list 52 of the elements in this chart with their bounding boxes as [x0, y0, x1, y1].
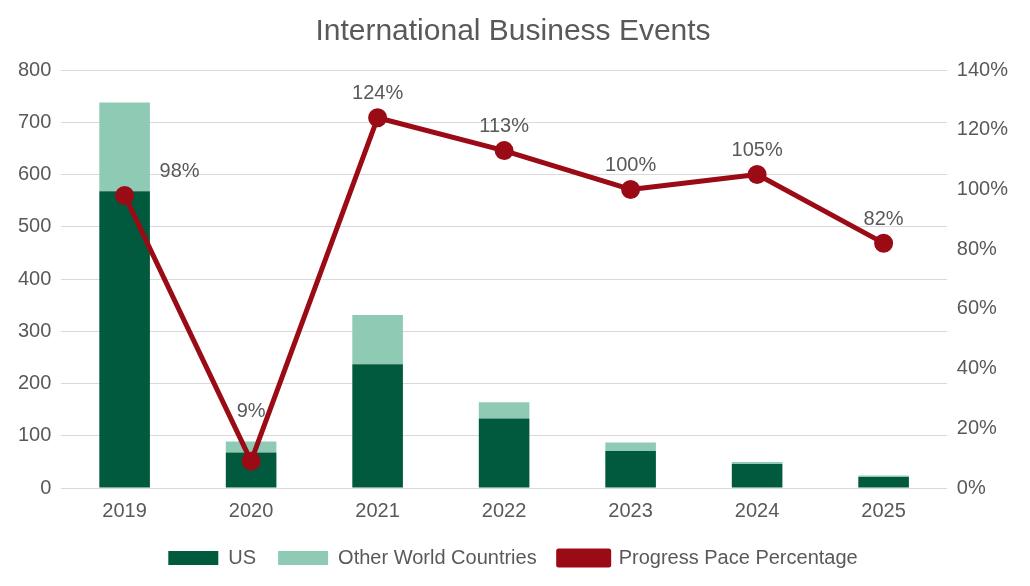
legend-label: Progress Pace Percentage	[618, 545, 858, 568]
data-label: 82%	[863, 206, 904, 229]
x-tick-label: 2022	[481, 498, 527, 521]
y-tick-label: 0	[40, 475, 52, 498]
y-tick-label: 500	[17, 214, 52, 237]
bar	[478, 418, 530, 488]
point	[747, 165, 767, 184]
data-label: 113%	[479, 114, 530, 137]
data-label: 105%	[731, 138, 783, 161]
y2-tick-label: 140%	[956, 57, 1009, 80]
point	[874, 233, 894, 253]
chart-title: International Business Events	[315, 13, 711, 47]
x-tick-label: 2023	[608, 498, 653, 521]
bar	[605, 450, 656, 488]
y2-tick-label: 120%	[956, 117, 1009, 140]
y2-tick-label: 20%	[956, 415, 998, 438]
legend-label: Other World Countries	[338, 545, 537, 568]
y2-tick-label: 0%	[956, 475, 986, 498]
bar	[605, 442, 656, 451]
x-tick-label: 2025	[861, 498, 906, 521]
y2-tick-label: 40%	[956, 356, 998, 379]
bar	[99, 102, 150, 192]
data-label: 100%	[605, 152, 657, 175]
data-label: 124%	[352, 81, 404, 104]
legend-label: US	[228, 545, 257, 568]
point	[494, 141, 514, 161]
bar	[352, 364, 403, 488]
bar	[99, 191, 150, 488]
y2-tick-label: 80%	[956, 236, 998, 259]
data-label: 98%	[159, 158, 200, 181]
bar	[731, 461, 783, 464]
y-tick-label: 300	[17, 318, 52, 341]
point	[115, 185, 135, 205]
point	[621, 179, 641, 199]
y2-tick-label: 100%	[956, 176, 1009, 199]
bar	[478, 402, 530, 419]
y-tick-label: 600	[17, 162, 52, 185]
y-tick-label: 200	[17, 371, 52, 394]
bar	[858, 477, 909, 488]
data-label: 9%	[236, 398, 266, 421]
bar	[731, 463, 783, 488]
x-tick-label: 2019	[102, 498, 147, 521]
point	[368, 108, 388, 128]
x-tick-label: 2020	[228, 498, 274, 521]
bar	[352, 315, 403, 365]
y-tick-label: 400	[17, 266, 52, 289]
y2-tick-label: 60%	[956, 296, 998, 319]
x-tick-label: 2024	[734, 498, 780, 521]
x-tick-label: 2021	[355, 498, 400, 521]
y-tick-label: 800	[17, 57, 52, 80]
y-tick-label: 100	[17, 423, 52, 446]
y-tick-label: 700	[17, 109, 52, 132]
